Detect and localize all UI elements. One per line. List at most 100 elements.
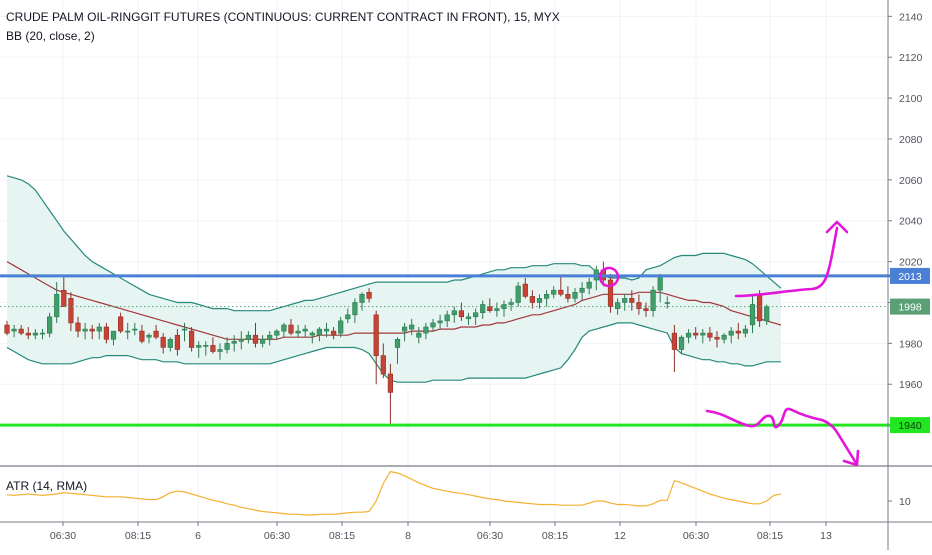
candle [210,337,216,354]
candle-body [735,330,741,334]
candle [125,322,131,340]
candle-body [110,330,117,340]
last-price-badge: 1998 [898,302,922,314]
candle [650,286,656,317]
support-price-badge-bg [890,417,930,434]
candle [231,335,237,352]
candle-body [309,332,315,336]
candle [309,331,315,344]
candle-body [252,334,259,344]
time-tick-label: 13 [820,530,832,542]
candle-body [572,291,578,299]
bb-indicator-label: BB (20, close, 2) [6,29,95,43]
candle [494,302,500,317]
candle [416,327,422,344]
candle [11,324,17,338]
candle [380,343,386,379]
candle [61,275,67,307]
candle-body [401,326,408,332]
candle-body [657,275,663,291]
candle [671,324,677,372]
candle [281,322,287,338]
candle [664,296,670,309]
candle-body [125,330,131,333]
candle [728,327,734,344]
candle-body [678,336,685,350]
last-price-badge-bg [890,298,930,315]
candle [607,273,614,313]
candle [678,335,685,354]
candle [203,341,209,356]
candle [536,294,543,309]
candle [189,327,195,352]
candle-body [338,320,344,334]
candle [643,302,649,317]
candle-body [465,316,472,320]
candle-body [558,289,564,295]
time-tick-label: 8 [405,530,411,542]
time-tick-label: 06:30 [264,530,290,542]
candle-body [629,298,635,303]
candle [614,298,621,315]
candle [217,343,223,360]
candle-body [245,334,252,340]
candle-body [217,349,223,352]
candle-body [409,324,415,330]
candle [749,296,756,334]
candle-body [693,332,699,336]
candle [252,322,259,348]
time-tick-label: 06:30 [50,530,76,542]
candle-body [345,314,351,320]
candle [132,322,138,336]
candle-body [302,328,308,332]
candle [224,337,230,354]
candle-body [174,334,181,350]
candle [4,320,10,336]
candle-body [579,287,585,293]
candle-body [742,328,748,334]
candle [480,300,486,319]
candle [430,318,436,332]
candle-body [536,298,543,303]
candle-body [458,310,465,318]
candle-body [423,326,429,334]
candle-body [196,345,202,348]
candle-body [103,326,109,340]
candle-body [4,324,10,334]
candle-body [160,336,166,348]
up-arrowhead-annotation [825,220,849,234]
candle-body [373,314,379,356]
candle [458,302,465,321]
candle [295,324,301,338]
candle [18,324,24,336]
candle-body [551,289,557,295]
candle [543,290,550,307]
candle-body [515,285,521,303]
candle [472,308,479,325]
candle-body [437,320,443,324]
candle-body [764,306,770,322]
candle-body [714,336,720,340]
candle-body [54,293,60,318]
candle [323,322,330,338]
candle-body [359,293,365,303]
candle [167,337,173,352]
candle-body [749,304,756,326]
candle [685,329,692,344]
candle [54,282,60,323]
candle-body [153,330,159,338]
candle [46,312,53,338]
atr-indicator-label: ATR (14, RMA) [6,479,88,493]
candle-body [756,293,763,322]
candle-body [231,340,237,344]
candle [25,327,31,340]
price-tick-label: 2100 [899,93,923,105]
candle-body [259,338,266,344]
candle [714,331,720,348]
candle [153,324,159,340]
candle-body [146,334,152,338]
candle [118,312,124,334]
candle-body [451,310,457,316]
